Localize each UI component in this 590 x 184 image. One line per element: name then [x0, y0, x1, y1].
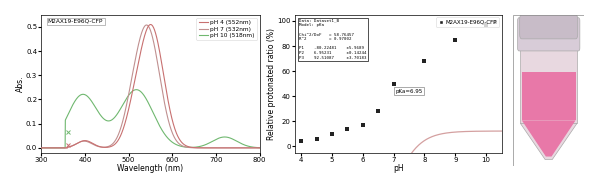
Point — [451, 38, 460, 41]
Polygon shape — [520, 123, 577, 160]
Point — [312, 137, 322, 140]
Y-axis label: Relative protonated ratio (%): Relative protonated ratio (%) — [267, 28, 276, 140]
FancyBboxPatch shape — [517, 18, 580, 51]
Legend: M2AX19-E96Q-CFP: M2AX19-E96Q-CFP — [436, 17, 499, 27]
FancyBboxPatch shape — [520, 45, 577, 123]
Point — [296, 140, 306, 143]
Point — [389, 82, 398, 85]
X-axis label: Wavelength (nm): Wavelength (nm) — [117, 164, 183, 173]
Text: M2AX19-E96Q-CFP: M2AX19-E96Q-CFP — [48, 19, 103, 24]
Polygon shape — [522, 120, 576, 157]
Text: Data: Dataset1_B
Model: pKa

Chi^2/DoF   = 58.76457
R^2         = 0.97002

P1   : Data: Dataset1_B Model: pKa Chi^2/DoF = … — [299, 19, 366, 60]
Text: pKa=6.95: pKa=6.95 — [395, 89, 422, 93]
Point — [343, 127, 352, 130]
FancyBboxPatch shape — [522, 72, 576, 120]
Point — [481, 23, 491, 26]
Point — [491, 21, 500, 24]
Point — [373, 110, 383, 113]
Legend: pH 4 (552nm), pH 7 (532nm), pH 10 (518nm): pH 4 (552nm), pH 7 (532nm), pH 10 (518nm… — [196, 18, 257, 40]
FancyBboxPatch shape — [520, 15, 578, 39]
X-axis label: pH: pH — [393, 164, 404, 173]
Point — [358, 124, 368, 127]
Y-axis label: Abs.: Abs. — [15, 75, 25, 92]
Point — [419, 60, 429, 63]
Point — [327, 132, 337, 135]
